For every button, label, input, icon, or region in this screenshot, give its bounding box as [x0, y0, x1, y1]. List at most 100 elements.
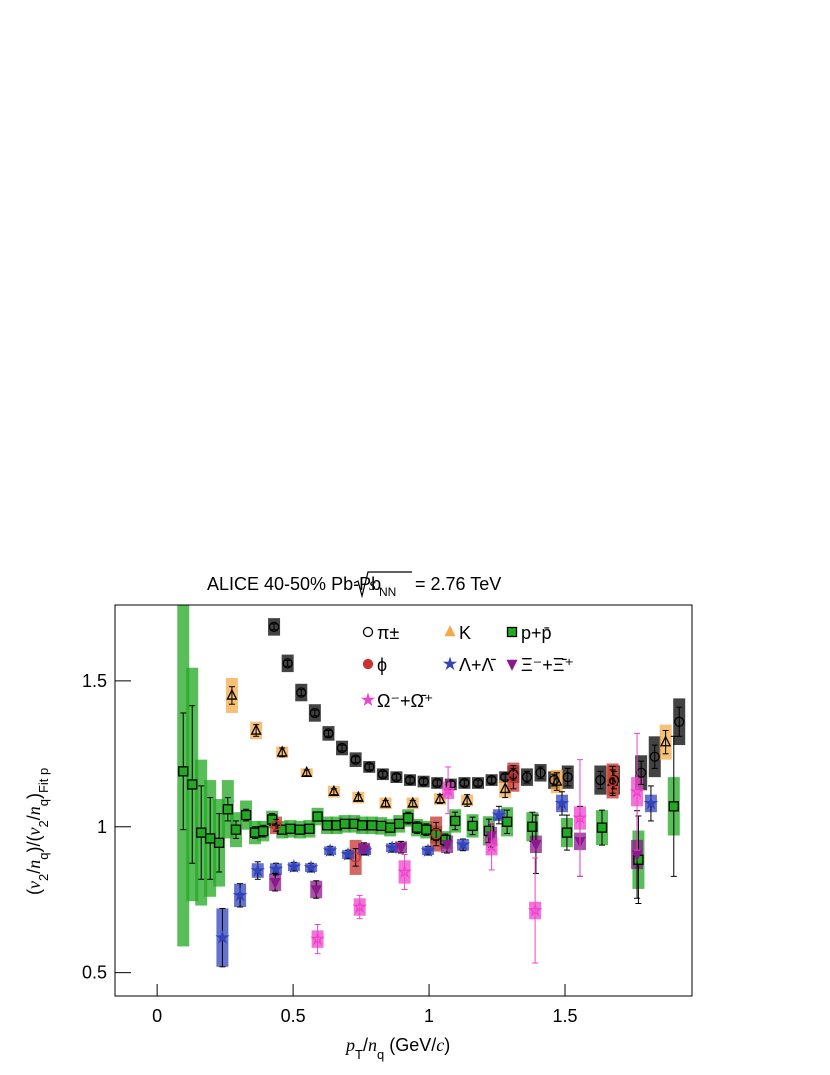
marker	[407, 796, 419, 808]
legend-label: p+p̄	[521, 623, 552, 643]
marker	[310, 931, 325, 946]
marker	[421, 824, 432, 835]
marker	[485, 831, 497, 843]
marker	[270, 820, 282, 831]
marker	[432, 777, 443, 789]
x-label-part: c	[436, 1035, 444, 1055]
marker	[430, 828, 442, 840]
x-label-part: )	[444, 1035, 450, 1055]
marker	[506, 626, 518, 638]
marker	[364, 761, 375, 773]
title-sqrt-var: s	[369, 574, 376, 594]
marker	[535, 767, 546, 778]
marker	[232, 887, 248, 902]
y-label-part: )/(	[24, 836, 44, 853]
legend-label: ϕ	[377, 655, 387, 675]
marker	[395, 842, 407, 855]
plot-area	[177, 605, 686, 968]
marker	[178, 766, 189, 777]
marker	[296, 687, 307, 698]
marker	[486, 774, 497, 786]
marker	[285, 823, 296, 834]
marker	[442, 656, 458, 671]
x-tick-label: 0.5	[281, 1006, 306, 1026]
x-label-part: p	[344, 1035, 355, 1055]
marker	[461, 793, 473, 805]
marker	[205, 833, 216, 844]
x-label-part: /	[363, 1035, 368, 1055]
marker	[328, 784, 340, 796]
y-label-part: n	[24, 860, 44, 869]
marker	[323, 728, 334, 739]
marker	[339, 818, 350, 829]
marker	[595, 774, 606, 786]
marker	[352, 790, 364, 802]
legend-label: Ω⁻+Ω̄⁺	[377, 691, 433, 711]
y-axis-label: (v2/nq)/(v2/nq)Fit p	[24, 768, 51, 895]
marker	[530, 840, 542, 852]
marker	[404, 774, 416, 786]
marker	[376, 820, 387, 832]
marker	[501, 816, 513, 827]
x-label-part: n	[368, 1035, 377, 1055]
x-tick-label: 0	[152, 1006, 162, 1026]
marker	[649, 751, 660, 762]
marker	[377, 769, 388, 780]
marker	[418, 776, 429, 787]
marker	[434, 792, 446, 804]
marker	[660, 735, 672, 747]
x-label-part: q	[377, 1047, 384, 1062]
marker	[450, 815, 461, 827]
marker	[411, 822, 423, 833]
marker	[226, 688, 238, 700]
marker	[322, 843, 338, 857]
marker	[286, 859, 302, 873]
marker	[336, 742, 348, 754]
y-tick-label: 1.5	[82, 671, 107, 691]
legend-label: Λ+Λ̄	[459, 655, 497, 675]
marker	[384, 840, 400, 854]
marker	[258, 825, 269, 837]
x-axis-label: pT/nq (GeV/c)	[344, 1035, 450, 1062]
y-label-part: (	[24, 889, 44, 895]
marker	[629, 784, 645, 798]
marker	[455, 837, 471, 851]
marker	[309, 707, 321, 719]
marker	[444, 625, 456, 637]
marker	[385, 822, 396, 833]
marker	[340, 846, 356, 861]
marker	[352, 899, 368, 914]
marker	[269, 877, 281, 890]
marker	[196, 827, 207, 838]
marker	[491, 807, 507, 822]
marker	[268, 621, 280, 633]
marker	[508, 772, 519, 783]
y-label-part: 2	[36, 820, 51, 827]
y-label-part: 2	[36, 874, 51, 881]
marker	[674, 716, 685, 727]
marker	[304, 823, 315, 834]
marker	[551, 774, 563, 786]
marker	[310, 885, 322, 897]
y-label-part: q	[36, 799, 51, 806]
marker	[631, 850, 643, 862]
marker	[187, 779, 198, 790]
marker	[467, 820, 478, 832]
y-tick-label: 0.5	[82, 963, 107, 983]
marker	[303, 859, 319, 874]
marker	[250, 723, 262, 735]
y-label-part: n	[24, 806, 44, 815]
y-label-part: /	[24, 815, 44, 820]
marker	[561, 827, 573, 838]
marker	[393, 818, 405, 829]
marker	[350, 754, 361, 765]
marker	[527, 821, 538, 832]
y-label-part: q	[36, 853, 51, 860]
legend-label: Ξ⁻+Ξ̄⁺	[521, 655, 574, 675]
marker	[391, 772, 402, 783]
marker	[357, 820, 368, 831]
y-label-part: Fit p	[36, 768, 51, 793]
title-suffix: = 2.76 TeV	[415, 574, 501, 594]
